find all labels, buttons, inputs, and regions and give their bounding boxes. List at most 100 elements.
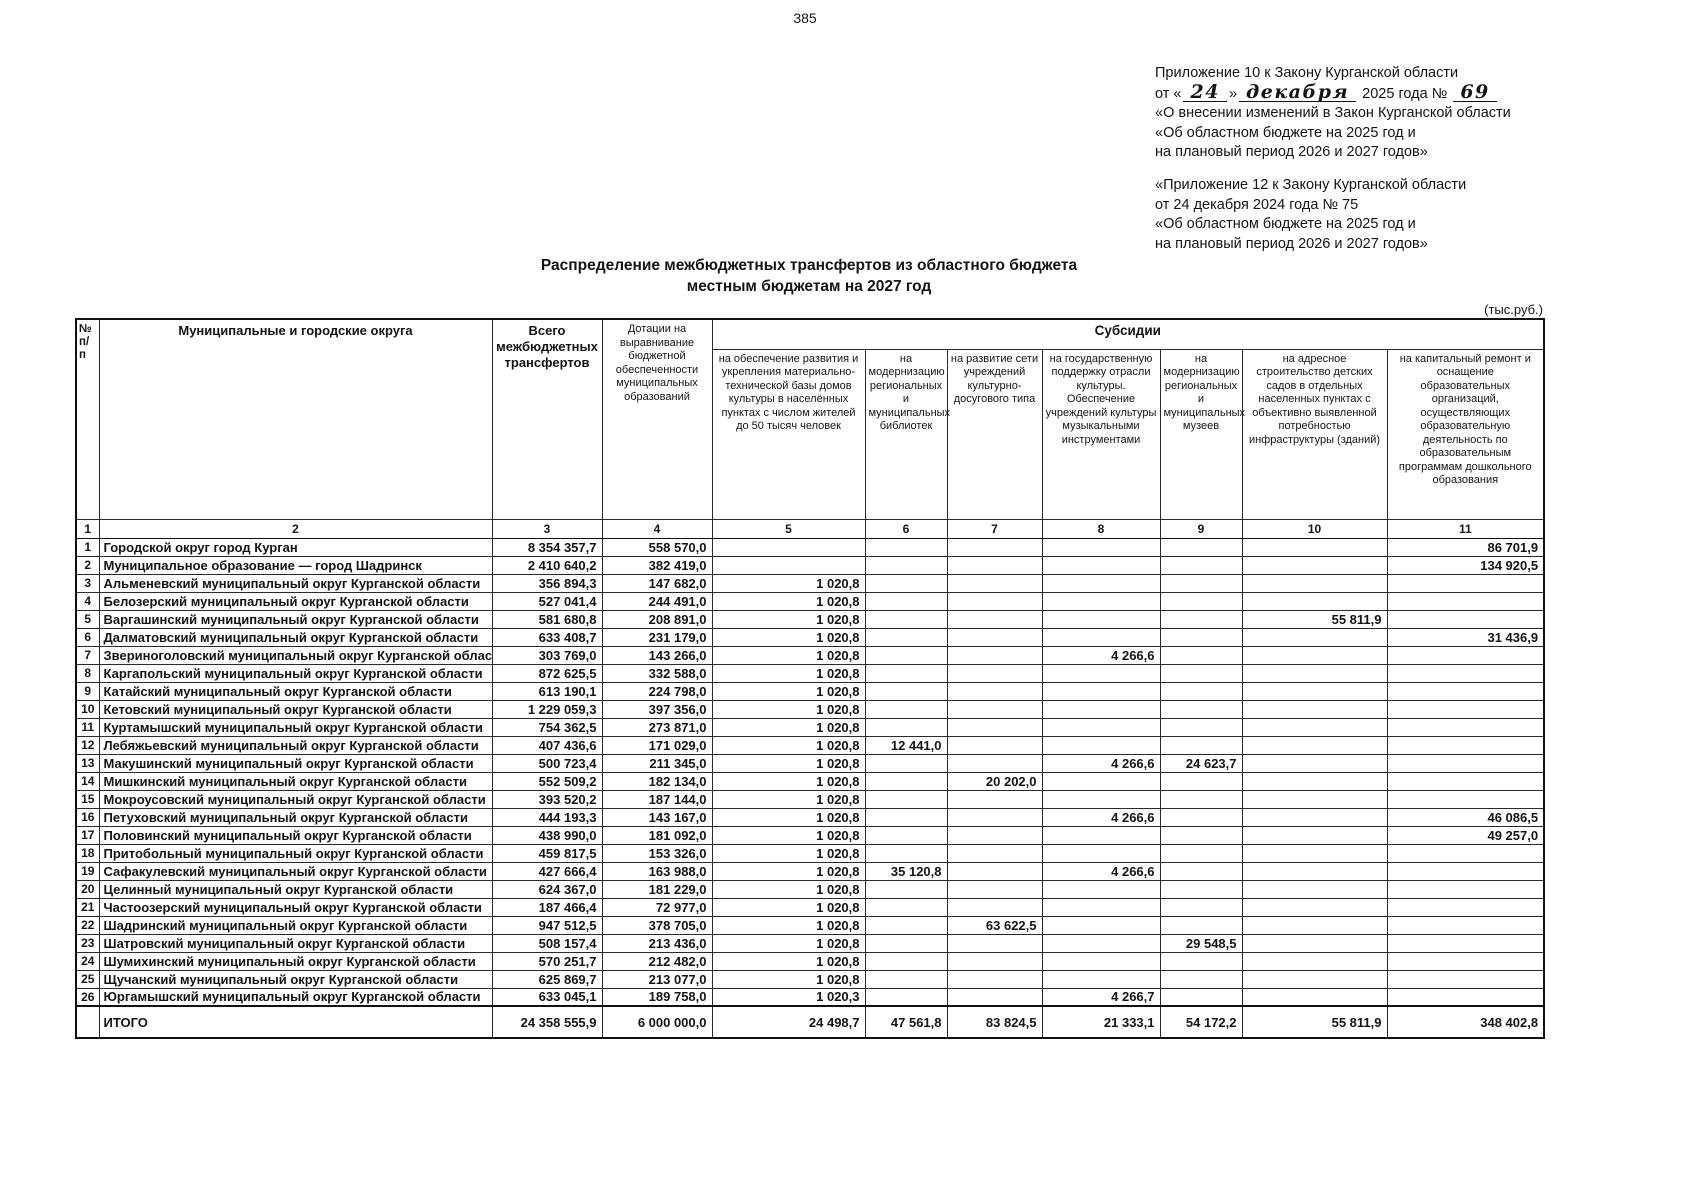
row-value: 459 817,5 xyxy=(491,843,603,863)
transfers-table: № п/п Муниципальные и городские округа В… xyxy=(75,318,1546,1039)
row-number: 2 xyxy=(75,555,100,575)
row-value xyxy=(1241,573,1388,593)
row-value xyxy=(946,753,1043,773)
row-value xyxy=(1386,951,1545,971)
row-number: 18 xyxy=(75,843,100,863)
row-value xyxy=(1041,591,1161,611)
row-value xyxy=(864,951,948,971)
row-value xyxy=(1241,717,1388,737)
row-value xyxy=(1386,735,1545,755)
row-value xyxy=(864,609,948,629)
row-value: 303 769,0 xyxy=(491,645,603,665)
row-value xyxy=(1241,771,1388,791)
row-value xyxy=(1386,681,1545,701)
row-name: Далматовский муниципальный округ Курганс… xyxy=(98,627,493,647)
row-value xyxy=(864,825,948,845)
row-value: 1 020,8 xyxy=(711,789,866,809)
row-value xyxy=(1041,951,1161,971)
row-value xyxy=(1041,933,1161,953)
header-row-top: № п/п Муниципальные и городские округа В… xyxy=(75,318,1545,520)
row-value: 1 020,8 xyxy=(711,717,866,737)
row-value: 4 266,6 xyxy=(1041,753,1161,773)
row-value: 213 077,0 xyxy=(601,969,713,989)
row-value: 46 086,5 xyxy=(1386,807,1545,827)
table-row: 26 Юргамышский муниципальный округ Курга… xyxy=(75,987,1545,1007)
column-number: 2 xyxy=(98,518,493,539)
totals-section: ИТОГО 24 358 555,9 6 000 000,0 24 498,7 … xyxy=(75,1005,1545,1039)
totals-row: ИТОГО 24 358 555,9 6 000 000,0 24 498,7 … xyxy=(75,1005,1545,1039)
column-number: 4 xyxy=(601,518,713,539)
row-value xyxy=(1159,645,1243,665)
table-row: 18 Притобольный муниципальный округ Кург… xyxy=(75,843,1545,863)
table-body: 1 Городской округ город Курган 8 354 357… xyxy=(75,537,1545,1007)
row-value xyxy=(864,969,948,989)
row-value xyxy=(1241,645,1388,665)
row-value xyxy=(946,951,1043,971)
row-value xyxy=(1386,789,1545,809)
row-value: 1 020,8 xyxy=(711,969,866,989)
row-name: Щучанский муниципальный округ Курганской… xyxy=(98,969,493,989)
row-value: 1 020,8 xyxy=(711,753,866,773)
column-number: 3 xyxy=(491,518,603,539)
annex1-line2: от «24» декабря 2025 года № 69 xyxy=(1155,82,1655,105)
row-value xyxy=(1386,771,1545,791)
row-value: 393 520,2 xyxy=(491,789,603,809)
row-value xyxy=(1041,843,1161,863)
row-value xyxy=(1386,969,1545,989)
row-value: 143 266,0 xyxy=(601,645,713,665)
row-value xyxy=(1241,987,1388,1007)
row-value xyxy=(946,897,1043,917)
row-value xyxy=(1241,915,1388,935)
row-value: 55 811,9 xyxy=(1241,609,1388,629)
table-row: 17 Половинский муниципальный округ Курга… xyxy=(75,825,1545,845)
row-value xyxy=(1041,573,1161,593)
row-value xyxy=(946,879,1043,899)
row-value: 500 723,4 xyxy=(491,753,603,773)
row-value: 624 367,0 xyxy=(491,879,603,899)
row-value xyxy=(1241,951,1388,971)
row-value: 1 020,8 xyxy=(711,645,866,665)
row-number: 3 xyxy=(75,573,100,593)
row-value xyxy=(1159,969,1243,989)
column-number: 6 xyxy=(864,518,948,539)
row-value: 407 436,6 xyxy=(491,735,603,755)
row-value xyxy=(1241,681,1388,701)
header-row-subsidies: на обеспечение развития и укрепления мат… xyxy=(76,348,1545,520)
handwritten-day: 24 xyxy=(1183,82,1227,102)
row-number: 4 xyxy=(75,591,100,611)
row-value xyxy=(1159,681,1243,701)
row-value xyxy=(1041,699,1161,719)
row-name: Шумихинский муниципальный округ Курганск… xyxy=(98,951,493,971)
units-label: (тыс.руб.) xyxy=(1484,302,1543,317)
annex2-line2: от 24 декабря 2024 года № 75 xyxy=(1155,196,1359,213)
totals-value: 24 498,7 xyxy=(711,1005,866,1039)
table-row: 4 Белозерский муниципальный округ Курган… xyxy=(75,591,1545,611)
row-number: 10 xyxy=(75,699,100,719)
row-value xyxy=(1241,933,1388,953)
row-value: 244 491,0 xyxy=(601,591,713,611)
row-value xyxy=(946,969,1043,989)
row-value xyxy=(946,807,1043,827)
row-value xyxy=(864,789,948,809)
row-value xyxy=(1386,987,1545,1007)
row-value xyxy=(1159,987,1243,1007)
row-value xyxy=(1041,915,1161,935)
row-value: 1 020,8 xyxy=(711,609,866,629)
row-value: 438 990,0 xyxy=(491,825,603,845)
row-name: Сафакулевский муниципальный округ Курган… xyxy=(98,861,493,881)
row-value xyxy=(1241,591,1388,611)
row-value: 378 705,0 xyxy=(601,915,713,935)
row-value xyxy=(864,699,948,719)
row-value xyxy=(1041,537,1161,557)
row-value xyxy=(1159,861,1243,881)
row-number: 21 xyxy=(75,897,100,917)
header-museums-modernization: на модернизацию региональных и муниципал… xyxy=(1159,348,1245,520)
header-municipalities: Муниципальные и городские округа xyxy=(98,318,493,520)
row-value: 1 020,8 xyxy=(711,951,866,971)
row-value xyxy=(864,843,948,863)
row-value xyxy=(1159,555,1243,575)
totals-value: 54 172,2 xyxy=(1159,1005,1243,1039)
handwritten-law-number: 69 xyxy=(1453,82,1497,102)
table-row: 3 Альменевский муниципальный округ Курга… xyxy=(75,573,1545,593)
table-row: 14 Мишкинский муниципальный округ Курган… xyxy=(75,771,1545,791)
